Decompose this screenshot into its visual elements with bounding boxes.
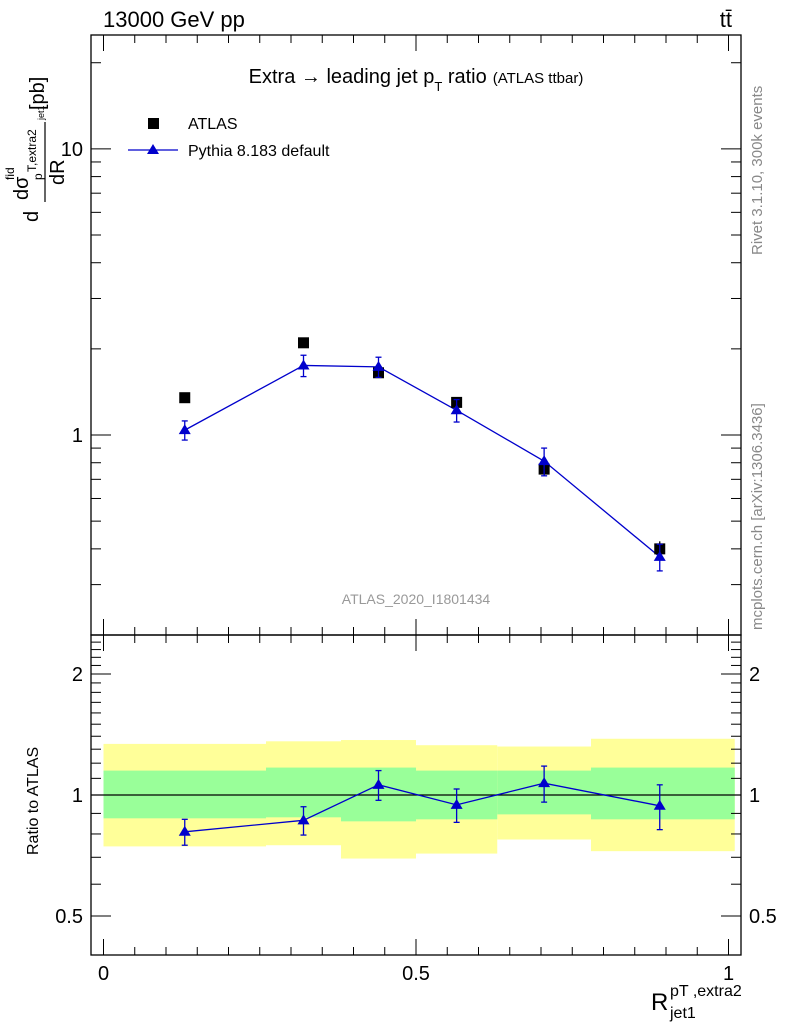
pythia-point [538, 455, 551, 466]
atlas-point [179, 392, 191, 404]
legend-pythia-marker [147, 144, 159, 154]
pythia-point [450, 404, 463, 415]
main-ticks: 1 10 [61, 35, 741, 636]
title-small: (ATLAS ttbar) [493, 70, 584, 87]
pythia-line [184, 364, 661, 558]
ratio-ticks: 0.5 0.5 1 1 2 2 0 0.5 1 [55, 635, 777, 985]
pythia-point [372, 360, 385, 371]
ratio-x-tick-label: 0.5 [402, 963, 430, 985]
ylabel-p: p [31, 173, 45, 180]
ratio-x-label: R pT ,extra2 jet1 [651, 983, 742, 1022]
legend-atlas-marker [148, 118, 159, 129]
title-main: Extra → leading jet p [249, 66, 435, 88]
ratio-panel: 0.5 0.5 1 1 2 2 0 0.5 1 Ratio to ATLAS R pT ,ext… [25, 634, 777, 1022]
main-marks [178, 337, 666, 572]
legend-atlas-label: ATLAS [188, 116, 238, 133]
ratio-point [178, 825, 191, 836]
ratio-y-tick-label-right: 0.5 [749, 906, 777, 928]
ratio-band-green [591, 767, 735, 820]
process-label: tt̄ [720, 7, 732, 32]
ratio-x-tick-label: 0 [98, 963, 109, 985]
ratio-point [450, 798, 463, 809]
ratio-bands [103, 738, 735, 859]
atlas-point [298, 337, 309, 349]
title-sub: T [434, 79, 442, 94]
ylabel-sigma: dσ [11, 176, 33, 200]
pythia-point [297, 359, 310, 370]
ratio-y-tick-label: 2 [72, 664, 83, 686]
plot-title: Extra → leading jet pT ratio (ATLAS ttbar… [249, 66, 584, 94]
ratio-line [184, 782, 660, 833]
xlabel-sub: jet1 [669, 1005, 696, 1022]
ratio-x-tick-label: 1 [723, 963, 734, 985]
ratio-y-tick-label: 1 [72, 785, 83, 807]
ratio-y-tick-label-right: 2 [749, 664, 760, 686]
ratio-point [297, 814, 310, 825]
xlabel-main: R [651, 989, 668, 1016]
ylabel-dR: dR [47, 159, 69, 185]
main-y-tick-label: 10 [61, 139, 83, 161]
ylabel-d: d [21, 211, 43, 222]
main-panel: 1 10 Extra → leading jet pT ratio (ATLAS t… [3, 34, 742, 636]
ylabel-jet1: jet1 [36, 105, 46, 121]
pythia-point [178, 424, 191, 435]
rivet-label: Rivet 3.1.10, 300k events [749, 86, 766, 255]
title-rest: ratio [442, 66, 486, 88]
ylabel-unit: [pb] [27, 77, 49, 110]
legend: ATLAS Pythia 8.183 default [128, 116, 330, 160]
ratio-point [372, 778, 385, 789]
ratio-y-tick-label-right: 1 [749, 785, 760, 807]
ylabel-extra2: T,extra2 [25, 129, 39, 172]
ratio-y-label: Ratio to ATLAS [25, 747, 42, 855]
xlabel-sup: pT ,extra2 [670, 983, 742, 1000]
legend-pythia-label: Pythia 8.183 default [188, 143, 330, 160]
main-y-label: d dσ fid p T,extra2 jet1 dR [pb] [3, 77, 69, 222]
ratio-y-tick-label: 0.5 [55, 906, 83, 928]
mcplots-label: mcplots.cern.ch [arXiv:1306.3436] [749, 403, 766, 630]
energy-label: 13000 GeV pp [103, 7, 245, 32]
ratio-marks [178, 765, 666, 846]
main-y-tick-label: 1 [72, 425, 83, 447]
ylabel-fid: fid [3, 167, 17, 180]
analysis-watermark: ATLAS_2020_I1801434 [342, 591, 491, 607]
ratio-point [538, 777, 551, 788]
ratio-point [653, 799, 666, 810]
pythia-point [653, 550, 666, 561]
